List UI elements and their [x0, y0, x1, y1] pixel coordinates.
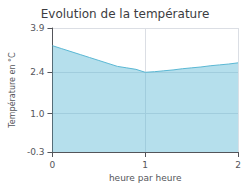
svg-text:0: 0	[50, 160, 56, 170]
svg-text:3.9: 3.9	[30, 23, 45, 33]
svg-text:Evolution de la température: Evolution de la température	[41, 7, 210, 21]
svg-text:1.0: 1.0	[30, 109, 45, 119]
svg-text:2: 2	[235, 160, 241, 170]
svg-text:2.4: 2.4	[30, 67, 45, 77]
svg-text:1: 1	[142, 160, 148, 170]
svg-text:Température en °C: Température en °C	[7, 52, 17, 129]
svg-text:-0.3: -0.3	[27, 147, 45, 157]
svg-text:heure par heure: heure par heure	[109, 173, 182, 183]
